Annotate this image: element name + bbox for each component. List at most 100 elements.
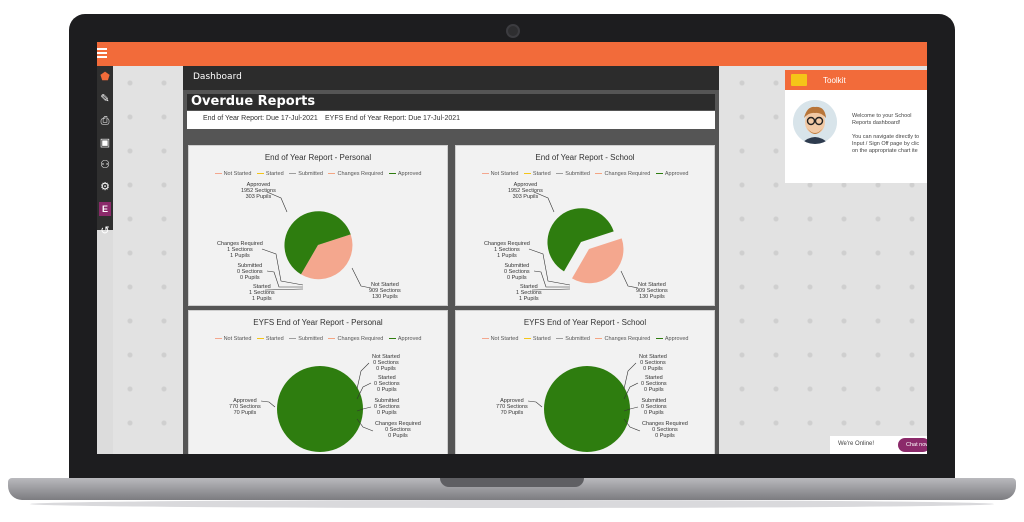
chart-legend: Not Started Started Submitted Changes Re… <box>189 336 447 342</box>
data-label-submitted: Submitted 0 Sections 0 Pupils <box>237 263 263 281</box>
legend-item[interactable]: Changes Required <box>595 171 650 177</box>
leader-line <box>623 418 641 432</box>
toolkit-panel: Toolkit Welcome to your School Reports d… <box>785 70 927 183</box>
data-label-changes-required: Changes Required 0 Sections 0 Pupils <box>642 421 688 439</box>
history-icon[interactable]: ↺ <box>100 225 110 237</box>
chart-legend: Not Started Started Submitted Changes Re… <box>456 336 714 342</box>
gears-icon[interactable]: ⚙ <box>100 181 110 193</box>
chart-card: End of Year Report - Personal Not Starte… <box>188 145 448 306</box>
leader-line <box>533 191 555 213</box>
shield-icon[interactable]: ⬟ <box>100 71 110 83</box>
leader-line <box>528 248 571 286</box>
leader-line <box>264 288 304 291</box>
leader-line <box>356 362 370 390</box>
chat-now-button[interactable]: Chat now <box>898 438 927 452</box>
leader-line <box>533 270 570 288</box>
chart-card: EYFS End of Year Report - School Not Sta… <box>455 310 715 454</box>
data-label-approved: Approved 1952 Sections 303 Pupils <box>508 182 543 200</box>
main-panel: Dashboard Overdue Reports End of Year Re… <box>183 66 719 454</box>
pie-chart <box>260 362 374 452</box>
pie-chart <box>261 191 372 291</box>
data-label-started: Started 1 Sections 1 Pupils <box>249 284 275 302</box>
legend-item[interactable]: Not Started <box>481 336 518 342</box>
legend-item[interactable]: Changes Required <box>595 336 650 342</box>
legend-item[interactable]: Submitted <box>556 171 590 177</box>
leader-line <box>266 191 288 213</box>
leader-line <box>527 400 543 408</box>
data-label-not-started: Not Started 0 Sections 0 Pupils <box>639 354 667 372</box>
users-icon[interactable]: ⚇ <box>100 159 110 171</box>
data-label-changes-required: Changes Required 1 Sections 1 Pupils <box>484 241 530 259</box>
overdue-reports-title: Overdue Reports <box>191 94 316 109</box>
toolkit-welcome-text: Welcome to your School Reports dashboard… <box>852 113 920 154</box>
chart-title: End of Year Report - School <box>535 153 635 162</box>
overdue-reports-list: End of Year Report: Due 17-Jul-2021 EYFS… <box>187 111 715 129</box>
laptop-notch <box>440 478 584 487</box>
leader-line <box>531 288 571 291</box>
leader-line <box>356 406 372 412</box>
legend-item[interactable]: Approved <box>655 171 688 177</box>
overdue-reports-header: Overdue Reports <box>187 94 715 110</box>
chart-legend: Not Started Started Submitted Changes Re… <box>456 171 714 177</box>
legend-item[interactable]: Started <box>256 336 284 342</box>
chart-card: EYFS End of Year Report - Personal Not S… <box>188 310 448 454</box>
leader-line <box>623 362 637 390</box>
legend-item[interactable]: Not Started <box>214 171 251 177</box>
legend-item[interactable]: Started <box>523 171 551 177</box>
legend-item[interactable]: Started <box>523 336 551 342</box>
toolkit-header[interactable]: Toolkit <box>785 70 927 90</box>
legend-item[interactable]: Approved <box>655 336 688 342</box>
chat-status: We're Online! <box>838 441 875 447</box>
e-icon[interactable]: E <box>97 198 113 220</box>
pie-slice-approved[interactable] <box>547 208 614 272</box>
pie-slice-approved[interactable] <box>284 211 351 275</box>
leader-line <box>620 270 639 289</box>
pencil-icon[interactable]: ✎ <box>100 93 110 105</box>
legend-item[interactable]: Approved <box>388 336 421 342</box>
leader-line <box>356 418 374 432</box>
leader-line <box>623 406 639 412</box>
pie-slice-approved[interactable] <box>277 366 363 452</box>
legend-item[interactable]: Not Started <box>214 336 251 342</box>
laptop-shadow <box>30 500 994 508</box>
edit-box-icon[interactable]: ▣ <box>99 137 111 149</box>
data-label-submitted: Submitted 0 Sections 0 Pupils <box>641 398 667 416</box>
data-label-not-started: Not Started 909 Sections 130 Pupils <box>369 282 401 300</box>
printer-icon[interactable]: ⎙ <box>100 115 110 127</box>
dashboard-bar: Dashboard <box>183 66 719 90</box>
chart-title: EYFS End of Year Report - School <box>523 318 647 327</box>
pie-slice-approved[interactable] <box>544 366 630 452</box>
legend-item[interactable]: Not Started <box>481 171 518 177</box>
legend-item[interactable]: Changes Required <box>328 171 383 177</box>
data-label-submitted: Submitted 0 Sections 0 Pupils <box>504 263 530 281</box>
legend-item[interactable]: Submitted <box>556 336 590 342</box>
data-label-started: Started 0 Sections 0 Pupils <box>374 375 400 393</box>
leader-line <box>356 382 372 400</box>
chart-title: End of Year Report - Personal <box>264 153 372 162</box>
leader-line <box>351 267 372 289</box>
data-label-changes-required: Changes Required 0 Sections 0 Pupils <box>375 421 421 439</box>
data-label-changes-required: Changes Required 1 Sections 1 Pupils <box>217 241 263 259</box>
avatar <box>793 100 837 144</box>
data-label-not-started: Not Started 909 Sections 130 Pupils <box>636 282 668 300</box>
overdue-report-item[interactable]: EYFS End of Year Report: Due 17-Jul-2021 <box>325 115 461 122</box>
data-label-approved: Approved 770 Sections 70 Pupils <box>496 398 528 416</box>
legend-item[interactable]: Submitted <box>289 171 323 177</box>
camera-icon <box>506 24 520 38</box>
pie-slice-not-started[interactable] <box>572 238 624 284</box>
data-label-started: Started 1 Sections 1 Pupils <box>516 284 542 302</box>
hamburger-icon[interactable] <box>97 48 107 60</box>
legend-item[interactable]: Approved <box>388 171 421 177</box>
chart-legend: Not Started Started Submitted Changes Re… <box>189 171 447 177</box>
legend-item[interactable]: Submitted <box>289 336 323 342</box>
data-label-not-started: Not Started 0 Sections 0 Pupils <box>372 354 400 372</box>
pie-slice-not-started[interactable] <box>301 234 353 280</box>
toolkit-title: Toolkit <box>823 76 846 85</box>
top-bar <box>97 42 927 66</box>
leader-line <box>261 248 304 286</box>
legend-item[interactable]: Started <box>256 171 284 177</box>
legend-item[interactable]: Changes Required <box>328 336 383 342</box>
overdue-report-item[interactable]: End of Year Report: Due 17-Jul-2021 <box>203 115 318 122</box>
dashboard-title: Dashboard <box>193 72 242 82</box>
chart-title: EYFS End of Year Report - Personal <box>253 318 383 327</box>
